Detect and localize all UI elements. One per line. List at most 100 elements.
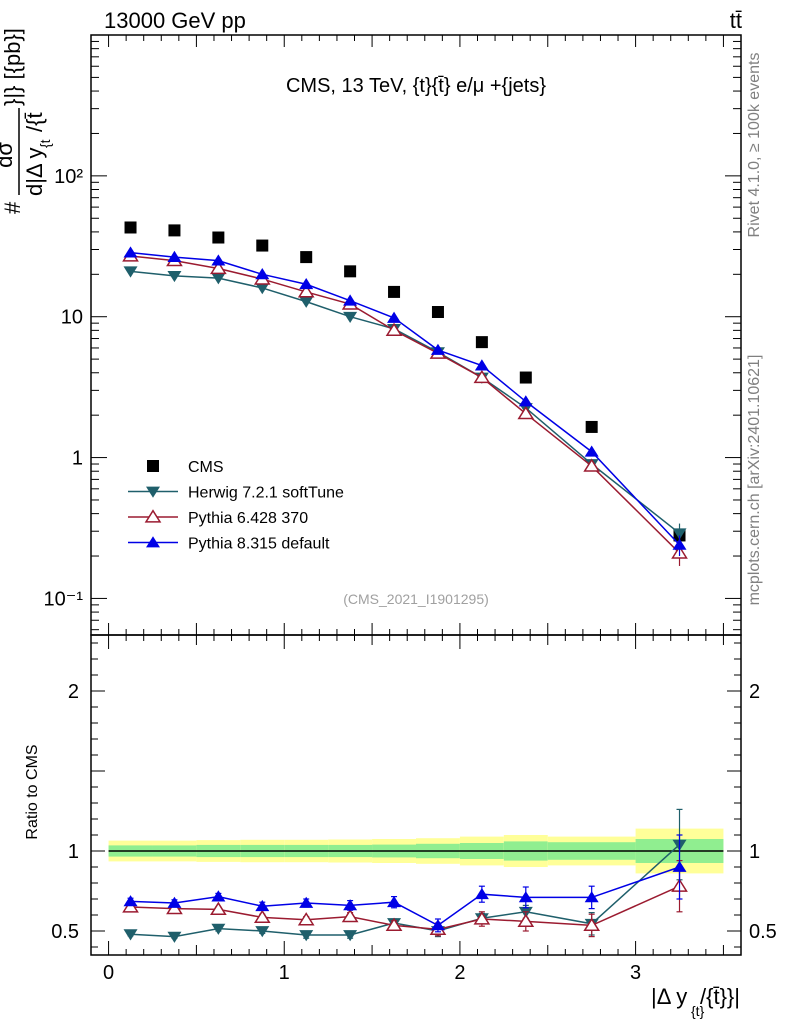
herwig-main-point — [299, 296, 314, 308]
pythia8-ratio-point — [299, 896, 314, 908]
ratio-x-tick-label: 2 — [454, 962, 465, 984]
pythia8-main-point — [474, 359, 489, 371]
herwig-main-point — [672, 528, 687, 540]
pythia6-ratio-point — [385, 917, 403, 932]
ratio-x-tick-label: 3 — [630, 962, 641, 984]
herwig-main-point — [255, 283, 270, 295]
mcplots-label: mcplots.cern.ch [arXiv:2401.10621] — [746, 355, 763, 606]
main-panel: 10⁻¹ 1 10 10² CMS, 13 TeV, {t}{t̄} e/μ +{je… — [0, 28, 742, 636]
legend-label-pythia6: Pythia 6.428 370 — [188, 510, 308, 527]
pythia8-ratio-point — [430, 919, 445, 931]
pythia8-main-point — [255, 268, 270, 280]
pythia8-main-point — [430, 343, 445, 355]
pythia6-ratio-point — [341, 908, 359, 923]
ratio-y-tick-label: 2 — [68, 681, 79, 703]
pythia8-ratio-point — [672, 860, 687, 872]
pythia6-main-point — [385, 322, 403, 337]
herwig-ratio-point — [343, 930, 358, 942]
cms-main-point — [256, 239, 269, 252]
pythia8-main-point — [299, 277, 314, 290]
cms-main-point — [212, 231, 225, 244]
herwig-ratio-point — [167, 931, 182, 943]
pythia6-ratio-point — [297, 912, 315, 926]
ratio-y-tick-label-right: 1 — [749, 841, 760, 863]
main-y-tick-label: 10 — [61, 307, 83, 329]
pythia8-main-point — [518, 395, 533, 407]
ratio-y-tick-label: 0.5 — [51, 921, 79, 943]
cms-main-point — [388, 285, 401, 298]
legend-marker-pythia6 — [144, 509, 162, 523]
main-axis-ticks: 10⁻¹ 1 10 10² — [44, 35, 741, 635]
herwig-main-line — [130, 270, 680, 534]
x-label-subscript: {t} — [691, 1003, 705, 1019]
pythia6-ratio-line — [130, 885, 680, 931]
herwig-main-point — [123, 266, 138, 278]
pythia8-ratio-point — [387, 895, 402, 908]
pythia8-ratio-point — [211, 890, 226, 902]
pythia6-ratio-point — [517, 913, 535, 928]
herwig-main-point — [343, 311, 358, 324]
pythia8-main-point — [672, 538, 687, 550]
main-y-label: # dσ d|Δ y {t /{t̄ }|} [{pb}] — [0, 28, 53, 214]
pythia8-ratio-point — [474, 887, 489, 900]
pythia6-ratio-point — [210, 901, 227, 916]
pythia8-main-point — [343, 294, 358, 306]
main-title: CMS, 13 TeV, {t}{t̄} e/μ +{jets} — [286, 75, 546, 97]
cms-main-point — [300, 251, 313, 264]
x-label-main: |Δ y — [651, 984, 687, 1009]
pythia6-main-point — [583, 458, 601, 472]
x-label-tail: /{t̄}}| — [700, 984, 740, 1009]
main-y-tick-label: 10² — [54, 166, 83, 188]
main-y-tick-label: 1 — [72, 448, 83, 470]
legend: CMS Herwig 7.2.1 softTune Pythia 6.428 370… — [128, 459, 344, 553]
legend-label-pythia8: Pythia 8.315 default — [188, 536, 330, 553]
pythia8-ratio-point — [518, 891, 533, 903]
main-y-tick-label: 10⁻¹ — [44, 588, 84, 610]
pythia6-main-point — [473, 369, 491, 384]
legend-label-cms: CMS — [188, 459, 224, 476]
legend-marker-herwig — [146, 486, 160, 498]
ratio-marks — [108, 808, 724, 943]
ratio-frame — [90, 634, 742, 956]
pythia8-ratio-point — [167, 896, 182, 908]
pythia6-ratio-point — [122, 899, 139, 913]
ratio-panel: 0 1 2 3 0.5 0.5 1 1 2 2 Ratio to CMS |Δ y {t} /{t… — [24, 634, 777, 1019]
y-label-unit: }|} [{pb}] — [0, 28, 25, 106]
ratio-y-tick-label-right: 2 — [749, 681, 760, 703]
ratio-x-tick-label: 1 — [279, 962, 290, 984]
ratio-y-tick-label: 1 — [68, 841, 79, 863]
cms-main-point — [344, 265, 357, 278]
legend-label-herwig: Herwig 7.2.1 softTune — [188, 485, 344, 502]
pythia6-ratio-point — [253, 909, 271, 924]
legend-marker-pythia8 — [146, 536, 160, 548]
pythia8-main-point — [387, 311, 402, 323]
pythia6-ratio-point — [583, 917, 601, 932]
pythia8-ratio-line — [130, 866, 680, 927]
pythia8-main-point — [167, 250, 182, 262]
process-label: tt̄ — [730, 8, 742, 33]
herwig-ratio-point — [255, 926, 270, 938]
pythia8-main-point — [584, 445, 599, 457]
cms-main-point — [431, 306, 444, 319]
y-label-subscript: {t — [37, 139, 53, 148]
ratio-axis-ticks: 0 1 2 3 0.5 0.5 1 1 2 2 — [51, 635, 777, 984]
cms-main-point — [585, 420, 598, 433]
pythia8-main-point — [123, 246, 138, 258]
ratio-x-tick-label: 0 — [103, 962, 114, 984]
main-marks — [122, 221, 688, 566]
pythia6-main-point — [517, 405, 535, 420]
pythia6-ratio-point — [473, 911, 491, 925]
energy-label: 13000 GeV pp — [104, 8, 246, 33]
herwig-ratio-point — [123, 929, 138, 941]
herwig-main-point — [211, 273, 226, 285]
herwig-ratio-point — [211, 923, 226, 935]
pythia8-ratio-point — [123, 895, 138, 907]
pythia8-main-line — [130, 251, 681, 546]
y-label-denominator-tail: /{t̄ — [22, 112, 47, 132]
herwig-ratio-point — [299, 930, 314, 942]
cms-main-point — [168, 224, 181, 237]
pythia6-main-line — [130, 255, 681, 554]
x-axis-label: |Δ y {t} /{t̄}}| — [651, 984, 740, 1019]
cms-main-point — [124, 221, 137, 234]
